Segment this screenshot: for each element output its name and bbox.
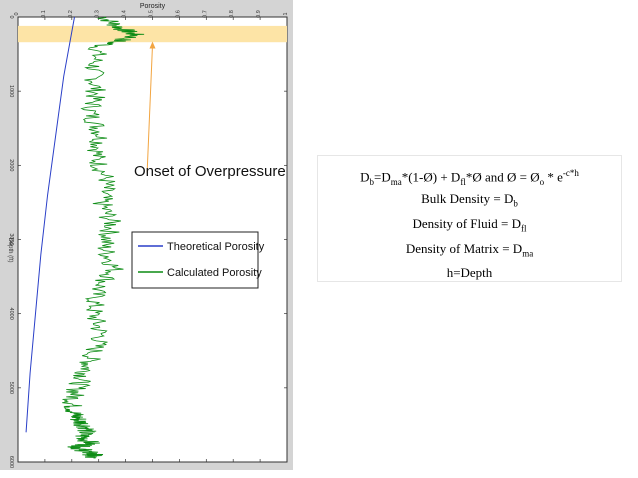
x-tick-label: 0.5 [149, 10, 155, 18]
x-tick-label: 0.8 [229, 10, 235, 18]
x-tick-label: 0.9 [256, 10, 262, 18]
bulk-density-definition: Bulk Density = Db [421, 191, 518, 209]
calculated-porosity-line [62, 16, 145, 459]
overpressure-annotation: Onset of Overpressure [134, 163, 286, 180]
x-tick-label: 0.2 [68, 10, 74, 18]
y-tick-label: 2000 [8, 159, 14, 171]
density-equation: Db=Dma*(1-Ø) + Dfl*Ø and Ø = Øo * e-c*h [360, 168, 579, 187]
x-tick-label: 0 [14, 12, 20, 15]
y-tick-label: 4000 [8, 308, 14, 320]
y-axis-label: Depth (ft) [7, 237, 13, 262]
x-tick-label: 0.1 [41, 10, 47, 18]
legend-box [131, 231, 259, 289]
y-tick-label: 1000 [8, 85, 14, 97]
annotation-arrow-line [146, 45, 153, 173]
legend-label: Calculated Porosity [167, 267, 262, 279]
overpressure-highlight-band [18, 25, 287, 43]
fluid-density-definition: Density of Fluid = Dfl [412, 216, 527, 234]
y-tick-label: 0 [8, 15, 14, 18]
depth-definition: h=Depth [446, 265, 493, 280]
x-tick-label: 1 [283, 12, 289, 15]
chart-title: Porosity [140, 3, 166, 10]
formula-box: Db=Dma*(1-Ø) + Dfl*Ø and Ø = Øo * e-c*h … [317, 155, 622, 282]
x-tick-label: 0.6 [175, 10, 181, 18]
y-tick-label: 3000 [8, 233, 14, 245]
x-tick-label: 0.3 [95, 10, 101, 18]
x-tick-label: 0.7 [202, 10, 208, 18]
porosity-chart: Porosity 0 0.1 0.2 0.3 0.4 0.5 0.6 0.7 0.8 0.9 1 0 10… [7, 3, 289, 468]
legend-label: Theoretical Porosity [167, 241, 265, 253]
matrix-density-definition: Density of Matrix = Dma [405, 241, 534, 259]
theoretical-porosity-line [25, 16, 75, 433]
y-tick-label: 6000 [8, 456, 14, 468]
x-tick-label: 0.4 [122, 10, 128, 18]
y-tick-label: 5000 [8, 382, 14, 394]
annotation-arrowhead [149, 41, 156, 49]
